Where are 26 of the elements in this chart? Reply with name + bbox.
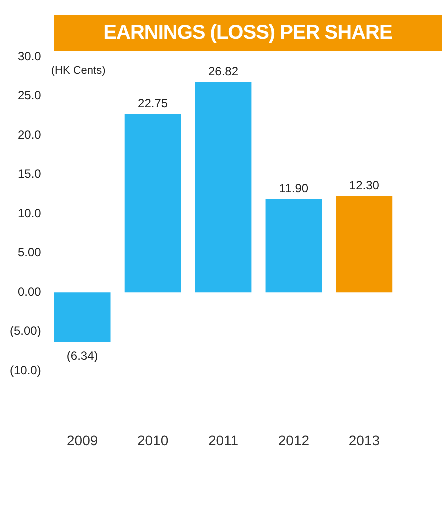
data-label: 12.30 [349, 178, 380, 192]
bar [54, 292, 111, 342]
bar [124, 114, 182, 293]
bar [195, 82, 252, 293]
y-tick-label: 25.0 [18, 88, 42, 103]
x-tick-label: 2010 [137, 432, 169, 448]
bar [336, 196, 393, 293]
y-tick-label: 20.0 [18, 128, 42, 142]
y-axis-title: (HK Cents) [51, 65, 106, 78]
chart-title: EARNINGS (LOSS) PER SHARE [54, 15, 442, 51]
data-label: 26.82 [208, 64, 239, 78]
x-tick-label: 2009 [67, 432, 98, 448]
y-tick-label: 5.00 [18, 246, 42, 260]
data-label: 22.75 [138, 96, 168, 110]
data-label: (6.34) [66, 348, 98, 363]
y-tick-label: 30.0 [18, 49, 42, 64]
x-tick-label: 2011 [208, 432, 239, 448]
y-tick-label: 0.00 [18, 284, 42, 299]
y-tick-label: 15.0 [18, 167, 42, 182]
y-tick-label: 10.0 [18, 206, 42, 220]
bar [266, 199, 322, 293]
x-tick-label: 2013 [348, 432, 380, 448]
data-label: 11.90 [279, 181, 309, 196]
y-tick-label: (5.00) [10, 324, 42, 338]
y-tick-label: (10.0) [10, 364, 42, 378]
x-tick-label: 2012 [278, 432, 310, 448]
